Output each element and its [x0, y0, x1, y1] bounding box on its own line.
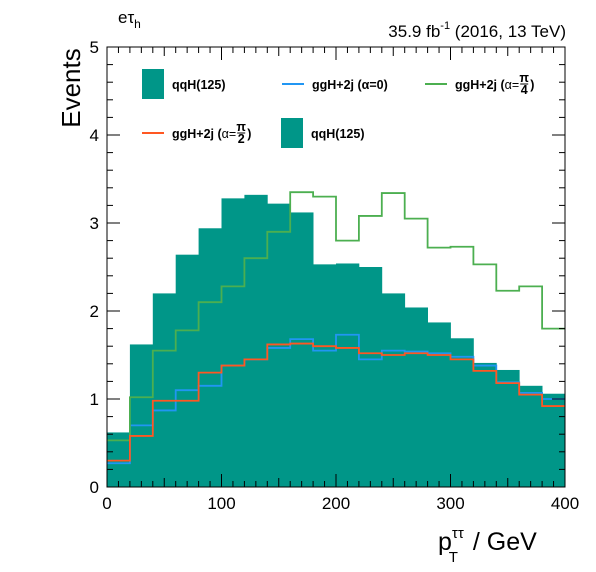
step-line: [107, 342, 565, 462]
histogram-bar: [244, 194, 268, 487]
histogram-bar: [221, 198, 245, 488]
x-tick-label: 0: [102, 494, 111, 513]
histogram-bar: [358, 267, 383, 487]
plot-area: [107, 191, 566, 488]
x-tick-label: 200: [322, 494, 350, 513]
legend-label: ggH+2j (: [455, 78, 505, 92]
legend-frac-num: π: [519, 71, 529, 85]
x-axis-title: pττ T / GeV: [438, 525, 537, 566]
legend-label-alpha: α=: [222, 127, 237, 141]
y-tick-label: 1: [90, 390, 99, 409]
histogram-bar: [473, 362, 497, 487]
channel-label: eτh: [118, 8, 141, 31]
histogram-bar: [313, 264, 337, 487]
luminosity-label: 35.9 fb-1 (2016, 13 TeV): [388, 20, 566, 41]
histogram-bar: [519, 385, 543, 487]
x-tick-label: 400: [551, 494, 579, 513]
histogram-bar: [427, 322, 451, 487]
y-tick-label: 2: [90, 302, 99, 321]
x-tick-label: 300: [436, 494, 464, 513]
axes: 0 100 200 300 400 0 1 2 3 4 5: [90, 38, 580, 513]
legend-swatch: [142, 69, 164, 99]
histogram-bar: [450, 338, 474, 487]
histogram-bar: [336, 263, 360, 487]
legend-label: qqH(125): [311, 127, 364, 141]
histogram-bar: [152, 293, 177, 487]
y-tick-label: 5: [90, 38, 99, 57]
legend-entry: ggH+2j (α= π4): [425, 71, 534, 97]
legend-label: ggH+2j (: [172, 127, 222, 141]
legend-label-tail: ): [530, 78, 534, 92]
y-axis-title: Events: [56, 48, 86, 128]
histogram-bar: [198, 228, 222, 487]
histogram-bar: [290, 212, 314, 487]
step-line: [107, 191, 565, 442]
histogram-bar: [381, 293, 406, 487]
legend-frac-den: 2: [238, 132, 245, 146]
legend-entry: ggH+2j (α= π2): [142, 120, 251, 146]
legend-entry: qqH(125): [142, 69, 225, 99]
y-tick-label: 0: [90, 478, 99, 497]
histogram-bar: [404, 307, 428, 487]
legend-frac-den: 4: [521, 83, 528, 97]
legend-label: ggH+2j (α=0): [312, 78, 388, 92]
legend-frac-num: π: [236, 120, 246, 134]
histogram-bar: [496, 369, 520, 487]
legend-entry: ggH+2j (α=0): [282, 78, 388, 92]
legend-label-tail: ): [247, 127, 251, 141]
step-line: [107, 333, 565, 465]
legend-label-alpha: α=: [505, 78, 520, 92]
y-tick-label: 4: [90, 126, 99, 145]
histogram-bar: [129, 344, 154, 487]
x-tick-label: 100: [207, 494, 235, 513]
histogram-bar: [542, 393, 566, 487]
histogram-bar: [175, 254, 199, 487]
y-tick-label: 3: [90, 214, 99, 233]
legend-entry: qqH(125): [281, 118, 364, 148]
legend-swatch: [281, 118, 303, 148]
legend-label: qqH(125): [172, 78, 225, 92]
legend: qqH(125) ggH+2j (α= π4)ggH+2j (α=0)ggH+2j …: [142, 69, 534, 148]
